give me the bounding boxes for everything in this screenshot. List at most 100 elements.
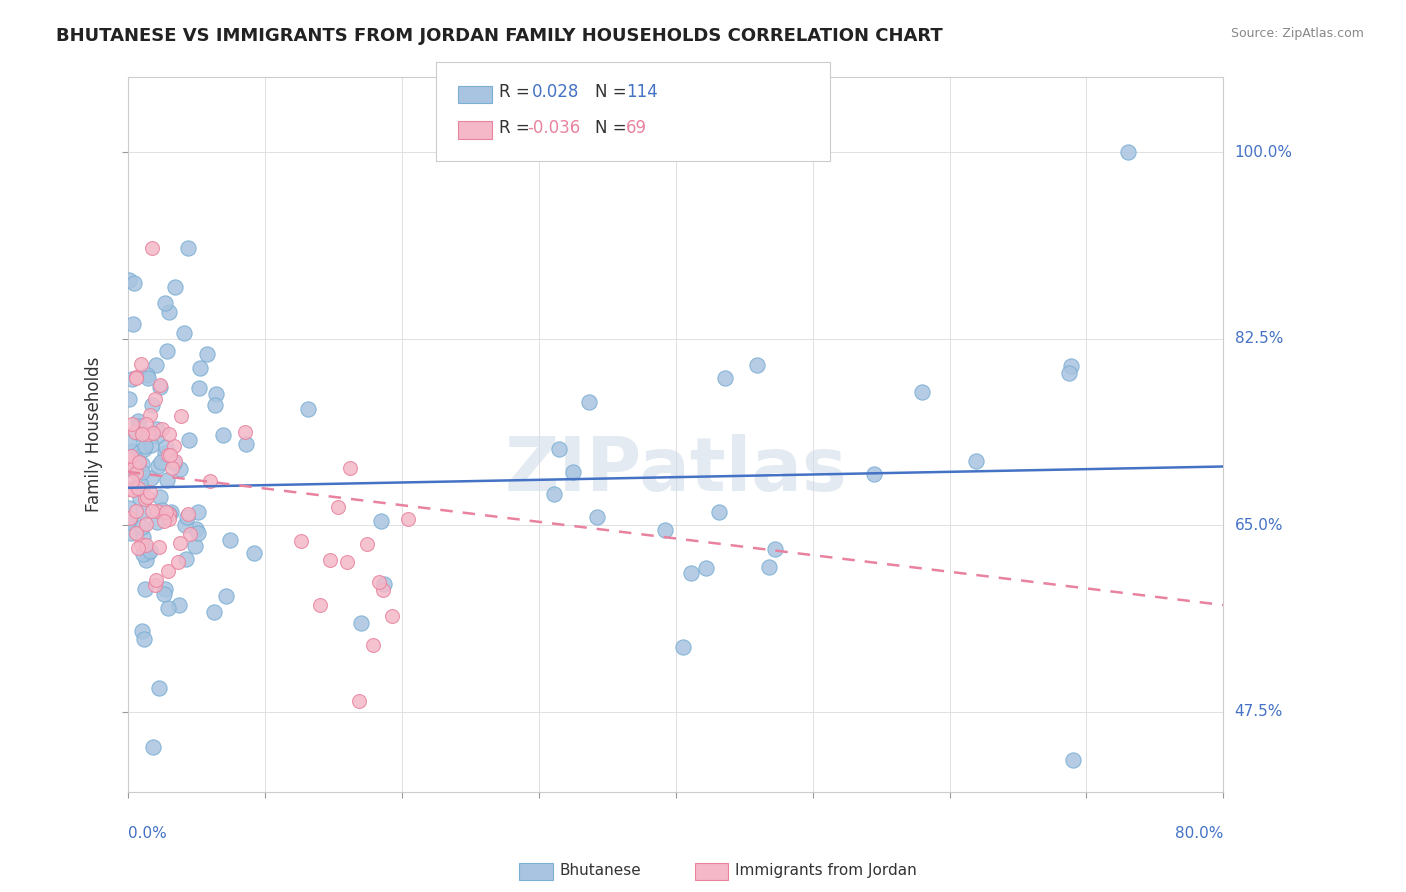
Point <box>146 515 169 529</box>
Point <box>156 344 179 359</box>
Point <box>336 555 359 569</box>
Text: 0.028: 0.028 <box>531 83 579 101</box>
Point <box>233 425 256 439</box>
Point <box>176 552 198 566</box>
Text: N =: N = <box>595 119 631 136</box>
Point <box>548 442 571 457</box>
Point <box>150 503 173 517</box>
Point <box>143 578 166 592</box>
Point <box>707 505 730 519</box>
Text: 100.0%: 100.0% <box>1234 145 1292 160</box>
Point <box>713 370 735 384</box>
Point <box>163 456 186 470</box>
Point <box>134 439 156 453</box>
Point <box>235 437 257 451</box>
Point <box>177 507 200 521</box>
Point <box>128 491 150 505</box>
Point <box>543 487 565 501</box>
Point <box>139 437 162 451</box>
Point <box>135 368 157 382</box>
Point <box>122 460 145 475</box>
Point <box>122 276 145 290</box>
Point <box>132 547 155 561</box>
Text: 114: 114 <box>626 83 658 101</box>
Point <box>177 433 200 447</box>
Point <box>125 370 148 384</box>
Point <box>156 564 179 578</box>
Point <box>136 490 159 504</box>
Point <box>198 474 221 488</box>
Point <box>367 575 389 590</box>
Point <box>153 587 176 601</box>
Point <box>135 516 157 531</box>
Point <box>1062 753 1084 767</box>
Point <box>219 533 242 547</box>
Point <box>349 694 371 708</box>
Point <box>157 601 180 615</box>
Point <box>121 417 143 431</box>
Point <box>148 681 170 695</box>
Point <box>153 295 176 310</box>
Point <box>654 523 676 537</box>
Point <box>165 280 187 294</box>
Point <box>169 461 191 475</box>
Point <box>132 505 155 519</box>
Point <box>118 392 141 407</box>
Point <box>127 414 149 428</box>
Point <box>136 426 159 441</box>
Point <box>758 559 780 574</box>
Point <box>128 455 150 469</box>
Point <box>134 582 156 596</box>
Point <box>319 553 342 567</box>
Point <box>965 454 987 468</box>
Point <box>174 518 197 533</box>
Point <box>145 358 167 372</box>
Text: N =: N = <box>595 83 631 101</box>
Point <box>131 357 153 371</box>
Y-axis label: Family Households: Family Households <box>86 357 103 512</box>
Point <box>197 347 219 361</box>
Point <box>139 408 162 422</box>
Point <box>127 481 149 495</box>
Point <box>159 448 181 462</box>
Point <box>159 505 181 519</box>
Point <box>131 520 153 534</box>
Point <box>122 483 145 497</box>
Point <box>120 449 142 463</box>
Point <box>157 426 180 441</box>
Point <box>170 409 193 423</box>
Point <box>118 513 141 527</box>
Point <box>1116 145 1139 159</box>
Point <box>153 514 176 528</box>
Point <box>136 371 159 385</box>
Text: 0.0%: 0.0% <box>128 826 166 841</box>
Point <box>141 503 163 517</box>
Point <box>165 454 187 468</box>
Point <box>188 361 211 376</box>
Point <box>205 387 228 401</box>
Point <box>863 467 886 482</box>
Point <box>212 427 235 442</box>
Point <box>173 326 195 341</box>
Point <box>118 501 141 516</box>
Point <box>381 608 404 623</box>
Point <box>309 598 332 612</box>
Point <box>169 536 191 550</box>
Point <box>120 463 142 477</box>
Point <box>166 555 188 569</box>
Point <box>132 442 155 457</box>
Point <box>179 526 201 541</box>
Point <box>124 425 146 439</box>
Point <box>121 475 143 489</box>
Point <box>118 483 141 497</box>
Point <box>125 425 148 440</box>
Point <box>149 380 172 394</box>
Point <box>1057 366 1080 380</box>
Point <box>695 560 717 574</box>
Point <box>326 500 349 515</box>
Point <box>157 508 180 522</box>
Point <box>118 434 141 449</box>
Point <box>186 522 208 536</box>
Point <box>150 455 173 469</box>
Point <box>134 491 156 506</box>
